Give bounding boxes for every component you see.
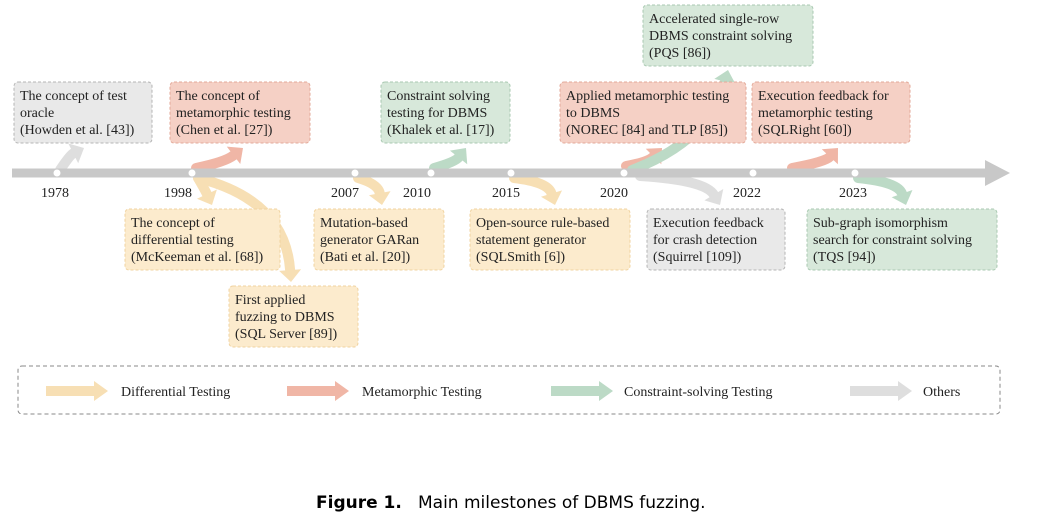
milestone-text: (SQLSmith [6]) (476, 250, 565, 265)
timeline-dot (350, 168, 360, 178)
timeline-dot (506, 168, 516, 178)
milestone-box (646, 208, 786, 271)
milestone-text: The concept of test (20, 89, 127, 104)
milestone-text: (TQS [94]) (813, 250, 876, 265)
milestone-box (469, 208, 631, 271)
milestone-box (642, 4, 814, 67)
year-label: 2007 (331, 186, 359, 201)
milestone-text: Execution feedback (653, 216, 764, 231)
milestone-text: Execution feedback for (758, 89, 889, 104)
milestone-text: for crash detection (653, 233, 757, 248)
milestone-text: Applied metamorphic testing (566, 89, 729, 104)
milestone-text: First applied (235, 293, 305, 308)
milestone-box (751, 81, 911, 144)
timeline-dot (850, 168, 860, 178)
milestone-text: (Squirrel [109]) (653, 250, 742, 265)
milestone-text: differential testing (131, 233, 234, 248)
milestone-box (169, 81, 311, 144)
legend-box (17, 365, 1001, 415)
milestone-box (559, 81, 747, 144)
timeline-dot (187, 168, 197, 178)
legend-label: Others (923, 385, 960, 400)
legend-arrow (551, 381, 613, 401)
year-label: 1998 (164, 186, 192, 201)
milestone-arrow (787, 151, 835, 173)
milestone-text: statement generator (476, 233, 586, 248)
milestone-text: (McKeeman et al. [68]) (131, 250, 263, 265)
milestone-text: (NOREC [84] and TLP [85]) (566, 123, 728, 138)
timeline-dot (619, 168, 629, 178)
milestone-text: Mutation-based (320, 216, 408, 231)
year-label: 2023 (839, 186, 867, 201)
legend-label: Metamorphic Testing (362, 385, 482, 400)
legend-arrow (850, 381, 912, 401)
milestone-text: DBMS constraint solving (649, 29, 792, 44)
caption-label: Figure 1. (316, 493, 402, 513)
milestone-text: (SQL Server [89]) (235, 327, 337, 342)
milestone-text: oracle (20, 106, 54, 121)
milestone-box (124, 208, 281, 271)
year-label: 2010 (403, 186, 431, 201)
milestone-arrow (429, 152, 464, 173)
year-label: 2022 (733, 186, 761, 201)
milestone-arrow (191, 150, 239, 173)
milestone-box (313, 208, 445, 271)
milestone-text: Constraint solving (387, 89, 490, 104)
year-label: 2020 (600, 186, 628, 201)
milestone-text: Open-source rule-based (476, 216, 609, 231)
milestone-text: (SQLRight [60]) (758, 123, 852, 138)
milestone-arrow (509, 173, 557, 199)
milestone-arrow (55, 148, 79, 175)
milestone-text: The concept of (131, 216, 215, 231)
milestone-text: (Bati et al. [20]) (320, 250, 411, 265)
timeline-dot (52, 168, 62, 178)
milestone-text: fuzzing to DBMS (235, 310, 335, 325)
milestone-text: (Chen et al. [27]) (176, 123, 273, 138)
arrow-head (279, 269, 302, 282)
milestone-text: (Howden et al. [43]) (20, 123, 135, 138)
milestone-text: Sub-graph isomorphism (813, 216, 948, 231)
milestone-text: (Khalek et al. [17]) (387, 123, 495, 138)
timeline-dot (748, 168, 758, 178)
timeline-arrowhead (985, 160, 1010, 186)
milestone-text: metamorphic testing (758, 106, 873, 121)
milestone-box (13, 81, 153, 144)
milestone-text: (PQS [86]) (649, 46, 711, 61)
year-label: 1978 (41, 186, 69, 201)
timeline-dot (426, 168, 436, 178)
milestone-text: search for constraint solving (813, 233, 972, 248)
legend-arrow (287, 381, 349, 401)
caption-text: Main milestones of DBMS fuzzing. (418, 493, 706, 513)
milestone-box (228, 285, 359, 348)
legend-label: Differential Testing (121, 385, 230, 400)
milestone-box (380, 81, 511, 144)
milestone-arrow (353, 173, 385, 199)
legend-label: Constraint-solving Testing (624, 385, 772, 400)
milestone-text: The concept of (176, 89, 260, 104)
legend-arrow (46, 381, 108, 401)
milestone-arrow (853, 173, 908, 199)
year-label: 2015 (492, 186, 520, 201)
milestone-text: to DBMS (566, 106, 620, 121)
milestone-text: metamorphic testing (176, 106, 291, 121)
milestone-text: generator GARan (320, 233, 419, 248)
milestone-arrow (635, 171, 719, 200)
milestone-text: testing for DBMS (387, 106, 487, 121)
milestone-box (806, 208, 998, 271)
milestone-text: Accelerated single-row (649, 12, 780, 27)
